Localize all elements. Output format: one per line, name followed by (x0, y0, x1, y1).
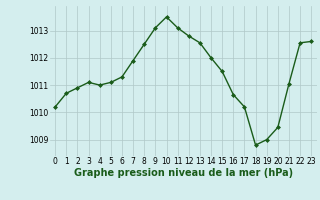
X-axis label: Graphe pression niveau de la mer (hPa): Graphe pression niveau de la mer (hPa) (74, 168, 293, 178)
